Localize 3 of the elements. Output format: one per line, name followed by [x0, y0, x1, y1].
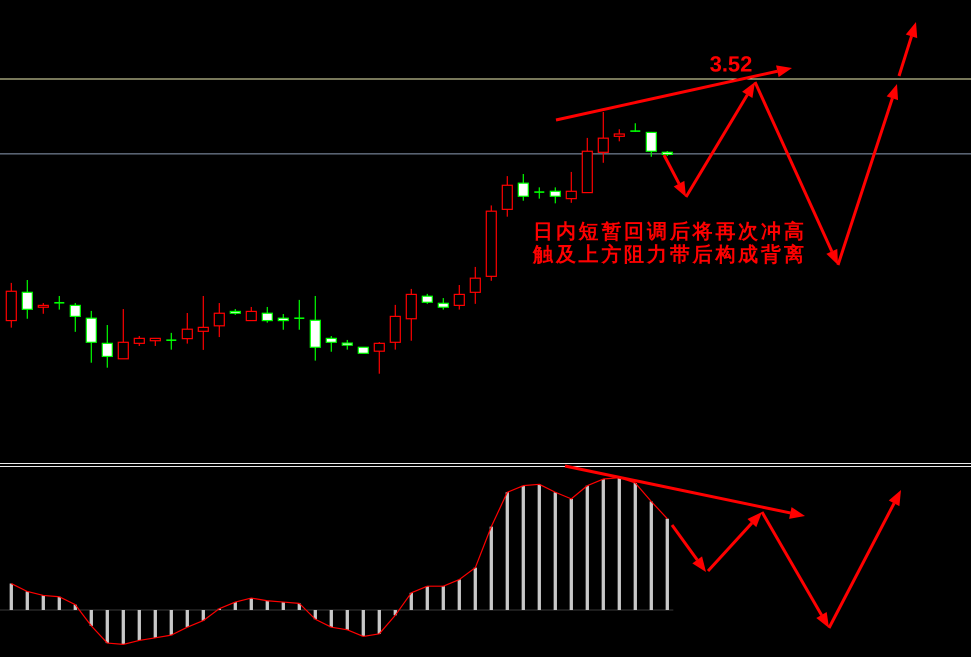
text: 3.52 — [710, 52, 752, 76]
annotation: 日内短暂回调后将再次冲高 — [533, 219, 807, 243]
annotation: 触及上方阻力带后构成背离 — [532, 242, 807, 266]
